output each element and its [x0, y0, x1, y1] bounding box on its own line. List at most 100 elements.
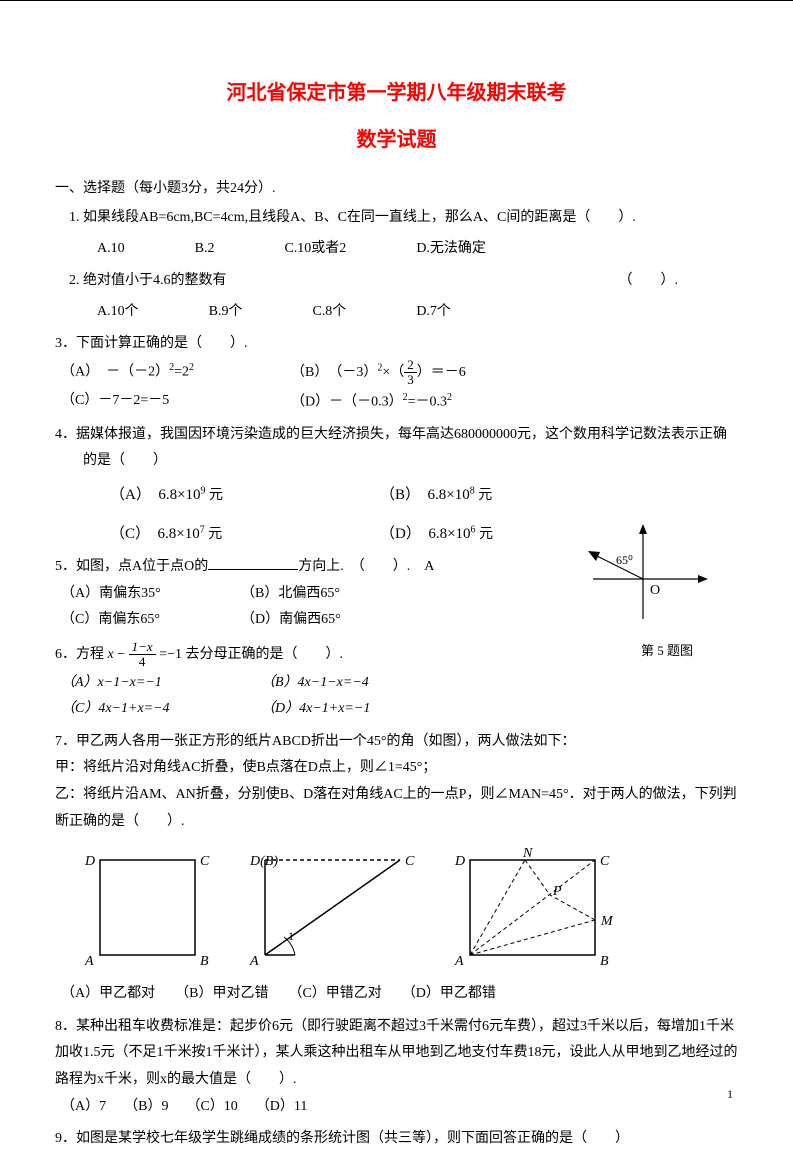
- svg-text:1: 1: [288, 929, 294, 943]
- svg-text:D(B): D(B): [249, 854, 278, 869]
- question-9: 9．如图是某学校七年级学生跳绳成绩的条形统计图（共三等），则下面回答正确的是（ …: [55, 1126, 738, 1153]
- page-number: 1: [727, 1087, 733, 1102]
- svg-text:P: P: [552, 884, 562, 899]
- q4-opt-a: （A） 6.8×109 元: [110, 481, 380, 510]
- svg-text:B: B: [600, 954, 609, 969]
- svg-text:A: A: [454, 954, 464, 969]
- q6-eq: =−1: [159, 647, 182, 662]
- q4-opt-c: （C） 6.8×107 元: [110, 520, 380, 549]
- q4d-unit: 元: [479, 527, 493, 542]
- q5-opt-b: （B）北偏西65°: [241, 581, 340, 608]
- q4d-exp: 6: [471, 524, 476, 535]
- blank-underline: [208, 555, 298, 570]
- question-7: 7．甲乙两人各用一张正方形的纸片ABCD折出一个45°的角（如图），两人做法如下…: [55, 729, 738, 1008]
- q3-b-mid: ×（: [382, 365, 404, 380]
- q7-opt-c: （C）甲错乙对: [288, 981, 381, 1008]
- square-diagram-2: D(B) C A 1: [240, 845, 420, 975]
- q1-options: A.10 B.2 C.10或者2 D.无法确定: [69, 236, 738, 263]
- q4-opt-d: （D） 6.8×106 元: [380, 520, 493, 549]
- q6-opt-b: （B）4x−1−x=−4: [261, 670, 369, 697]
- q4d-pre: （D） 6.8×10: [380, 526, 471, 542]
- q4a-unit: 元: [209, 488, 223, 503]
- q1-text: 1. 如果线段AB=6cm,BC=4cm,且线段A、B、C在同一直线上，那么A、…: [69, 205, 738, 232]
- svg-text:M: M: [600, 914, 614, 929]
- q2-opt-b: B.9个: [209, 299, 243, 326]
- svg-text:B: B: [200, 954, 209, 969]
- q1-opt-c: C.10或者2: [284, 236, 346, 263]
- q7-options: （A）甲乙都对 （B）甲对乙错 （C）甲错乙对 （D）甲乙都错: [55, 981, 738, 1008]
- q5-figure: 65⁰ O: [568, 524, 708, 644]
- q5-opt-c: （C）南偏东65°: [61, 607, 241, 634]
- origin-label: O: [650, 583, 660, 598]
- q6-den: 4: [129, 655, 156, 669]
- q1-opt-d: D.无法确定: [416, 236, 486, 263]
- q4c-exp: 7: [200, 524, 205, 535]
- q2-suffix: （ ）.: [619, 268, 679, 295]
- q3-row2: （C）－7－2=－5 （D）－（－0.3）2=－0.32: [55, 388, 738, 416]
- q3-frac-num: 2: [404, 358, 417, 373]
- q6-var: x: [108, 647, 114, 662]
- q6-opt-a: （A）x−1−x=−1: [61, 670, 261, 697]
- q1-opt-b: B.2: [195, 236, 215, 263]
- q3-a-post: =2: [174, 365, 189, 380]
- svg-text:C: C: [600, 854, 610, 869]
- q3-b-post: ）＝－6: [417, 365, 466, 380]
- question-1: 1. 如果线段AB=6cm,BC=4cm,且线段A、B、C在同一直线上，那么A、…: [55, 205, 738, 262]
- q3-opt-a: （A） －（－2）2=22: [61, 358, 291, 388]
- q3-frac-den: 3: [404, 373, 417, 387]
- q7-line2: 乙：将纸片沿AM、AN折叠，分别使B、D落在对角线AC上的一点P，则∠MAN=4…: [55, 782, 738, 835]
- q7-text: 7．甲乙两人各用一张正方形的纸片ABCD折出一个45°的角（如图），两人做法如下…: [55, 729, 738, 756]
- question-2: 2. 绝对值小于4.6的整数有 （ ）. A.10个 B.9个 C.8个 D.7…: [55, 268, 738, 325]
- q7-opt-a: （A）甲乙都对: [61, 981, 155, 1008]
- q4c-pre: （C） 6.8×10: [110, 526, 200, 542]
- q2-opt-d: D.7个: [416, 299, 451, 326]
- q6-row1: （A）x−1−x=−1 （B）4x−1−x=−4: [55, 670, 738, 697]
- q3-opt-b: （B） （－3）2×（23）＝－6: [291, 358, 466, 388]
- q2-opt-c: C.8个: [312, 299, 346, 326]
- q4-text: 4．据媒体报道，我国因环境污染造成的巨大经济损失，每年高达680000000元，…: [83, 422, 738, 475]
- q3-d-pre: （D）－（－0.3）: [291, 394, 403, 409]
- q7-figures: D C A B D(B) C A 1: [75, 845, 738, 975]
- q3-b-pre: （B） （－3）: [291, 365, 377, 380]
- q3-a-pre: （A） －（－2）: [61, 365, 169, 380]
- q2-row: 2. 绝对值小于4.6的整数有 （ ）.: [69, 268, 738, 295]
- q8-opt-a: （A）7: [61, 1094, 106, 1121]
- q4b-pre: （B） 6.8×10: [380, 487, 470, 503]
- svg-text:D: D: [454, 854, 465, 869]
- q5-pre: 5．如图，点A位于点O的: [55, 559, 208, 574]
- q4c-unit: 元: [208, 527, 222, 542]
- q8-opt-b: （B）9: [124, 1094, 168, 1121]
- q6-opt-c: （C）4x−1+x=−4: [61, 696, 261, 723]
- question-6: 6．方程 x − 1−x4 =−1 去分母正确的是（ ）. （A）x−1−x=−…: [55, 640, 738, 723]
- angle-label: 65⁰: [616, 553, 633, 567]
- q3-row1: （A） －（－2）2=22 （B） （－3）2×（23）＝－6: [55, 358, 738, 388]
- q3-opt-d: （D）－（－0.3）2=－0.32: [291, 388, 452, 416]
- q8-text: 8．某种出租车收费标准是：起步价6元（即行驶距离不超过3千米需付6元车费），超过…: [55, 1014, 738, 1094]
- q3-text: 3．下面计算正确的是（ ）.: [55, 331, 738, 358]
- q8-opt-c: （C）10: [186, 1094, 237, 1121]
- svg-text:C: C: [200, 854, 210, 869]
- svg-text:C: C: [405, 854, 415, 869]
- svg-text:D: D: [84, 854, 95, 869]
- q4b-unit: 元: [478, 488, 492, 503]
- q2-options: A.10个 B.9个 C.8个 D.7个: [69, 299, 738, 326]
- q8-opt-d: （D）11: [256, 1094, 308, 1121]
- exam-page: 河北省保定市第一学期八年级期末联考 数学试题 一、选择题（每小题3分，共24分）…: [0, 0, 793, 1122]
- square-diagram-3: D N C P M A B: [445, 845, 625, 975]
- q2-text: 2. 绝对值小于4.6的整数有: [69, 268, 227, 295]
- q7-opt-b: （B）甲对乙错: [175, 981, 268, 1008]
- question-5: 5．如图，点A位于点O的方向上. （ ）. A （A）南偏东35° （B）北偏西…: [55, 554, 738, 634]
- q4b-exp: 8: [470, 485, 475, 496]
- compass-icon: 65⁰ O: [568, 524, 708, 634]
- q5-opt-d: （D）南偏西65°: [241, 607, 341, 634]
- q4-opt-b: （B） 6.8×108 元: [380, 481, 492, 510]
- q5-opt-a: （A）南偏东35°: [61, 581, 241, 608]
- q6-num: 1−x: [129, 640, 156, 655]
- q4a-exp: 9: [201, 485, 206, 496]
- q8-options: （A）7 （B）9 （C）10 （D）11: [55, 1094, 738, 1121]
- q7-line1: 甲：将纸片沿对角线AC折叠，使B点落在D点上，则∠1=45°；: [55, 755, 738, 782]
- svg-text:A: A: [249, 954, 259, 969]
- section-1-header: 一、选择题（每小题3分，共24分）.: [55, 177, 738, 197]
- question-3: 3．下面计算正确的是（ ）. （A） －（－2）2=22 （B） （－3） 2×（…: [55, 331, 738, 415]
- q1-opt-a: A.10: [97, 236, 125, 263]
